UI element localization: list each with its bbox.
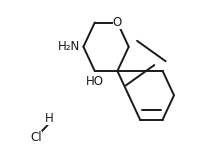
Text: HO: HO bbox=[86, 75, 104, 88]
Text: H: H bbox=[45, 112, 54, 125]
Text: H₂N: H₂N bbox=[58, 40, 80, 53]
Text: O: O bbox=[113, 16, 122, 29]
Text: Cl: Cl bbox=[31, 131, 42, 144]
